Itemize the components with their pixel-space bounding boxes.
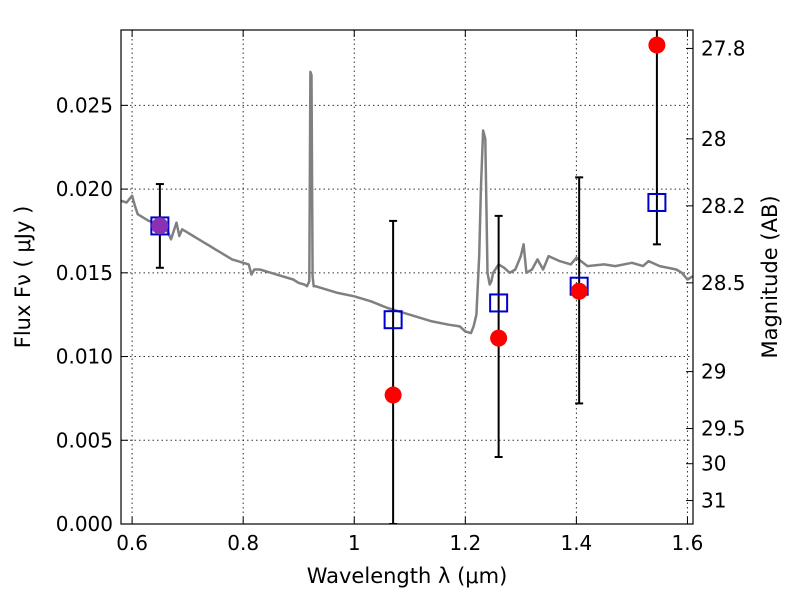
y2-tick-label: 28.5 (701, 271, 746, 295)
y-tick-label: 0.000 (56, 512, 113, 536)
x-tick-label: 1.2 (449, 531, 481, 555)
x-tick-label: 0.8 (227, 531, 259, 555)
y-tick-label: 0.015 (56, 261, 113, 285)
plot-area (121, 30, 693, 524)
model-spectrum-line (121, 70, 693, 335)
y-tick-label: 0.020 (56, 177, 113, 201)
y-tick-label: 0.005 (56, 428, 113, 452)
x-tick-label: 1 (348, 531, 361, 555)
y-tick-label: 0.010 (56, 345, 113, 369)
y2-tick-label: 31 (701, 489, 726, 513)
y2-axis-label: Magnitude (AB) (758, 195, 782, 358)
observed-flux-point (384, 386, 402, 404)
y2-tick-label: 27.8 (701, 36, 746, 60)
y2-tick-label: 30 (701, 452, 726, 476)
x-tick-label: 1.4 (560, 531, 592, 555)
observed-flux-point (151, 217, 169, 235)
y-tick-label: 0.025 (56, 93, 113, 117)
plot-frame (120, 29, 694, 525)
y2-tick-label: 29 (701, 360, 726, 384)
axes-ticks: 0.6 0.8 1 1.2 1.4 1.6 0.000 0.005 0.010 0.015 0.02… (56, 30, 746, 555)
y2-tick-label: 29.5 (701, 417, 746, 441)
grid (121, 30, 693, 525)
model-band-square (647, 192, 667, 212)
model-band-square (383, 310, 403, 330)
observed-flux-point (570, 282, 588, 300)
observed-flux-point (490, 329, 508, 347)
model-band-square (489, 293, 509, 313)
y2-tick-label: 28.2 (701, 194, 746, 218)
y-axis-label: Flux Fν ( μJy ) (11, 206, 35, 349)
x-axis-label: Wavelength λ (μm) (307, 564, 508, 588)
observed-flux-point (648, 36, 666, 54)
x-tick-label: 0.6 (116, 531, 148, 555)
y2-tick-label: 28 (701, 127, 726, 151)
x-tick-label: 1.6 (672, 531, 704, 555)
